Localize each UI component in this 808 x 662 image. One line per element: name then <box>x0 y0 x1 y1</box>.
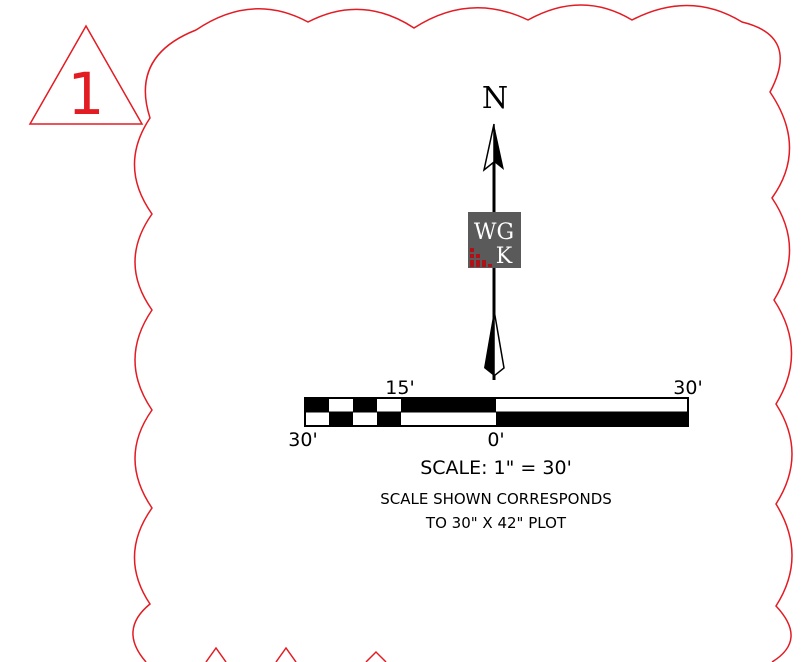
scale-label-0: 0' <box>487 429 504 451</box>
revision-triangle: 1 <box>28 24 144 128</box>
logo-text-line1: WG <box>474 220 514 245</box>
north-label: N <box>482 81 508 116</box>
scale-note-line2: TO 30" X 42" PLOT <box>425 514 567 532</box>
revision-number: 1 <box>68 60 105 128</box>
company-logo: WG K <box>468 212 521 269</box>
scale-bar <box>304 397 689 427</box>
scale-label-30-right: 30' <box>673 377 702 399</box>
scale-note: SCALE: 1" = 30' <box>420 457 572 479</box>
scale-label-30-left: 30' <box>288 429 317 451</box>
logo-text-line2: K <box>496 244 513 269</box>
scale-note-line1: SCALE SHOWN CORRESPONDS <box>380 490 612 508</box>
scale-label-15: 15' <box>385 377 414 399</box>
revision-cloud <box>132 4 793 662</box>
